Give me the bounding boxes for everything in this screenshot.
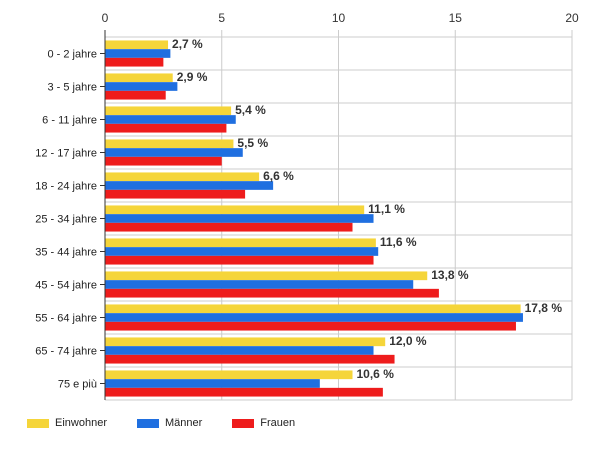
bar-frauen (105, 255, 374, 265)
bar-frauen (105, 222, 353, 232)
bar-frauen (105, 387, 383, 397)
bar-mnner (105, 280, 414, 289)
category-label: 12 - 17 jahre (35, 148, 97, 160)
legend-swatch-einwohner (27, 418, 49, 428)
bar-mnner (105, 181, 274, 190)
bar-frauen (105, 288, 439, 298)
legend-label-frauen: Frauen (260, 417, 296, 429)
data-label: 10,6 % (357, 367, 395, 381)
bar-mnner (105, 247, 379, 256)
x-tick-label: 10 (332, 11, 346, 25)
category-label: 65 - 74 jahre (35, 346, 97, 358)
bar-einwohner (105, 370, 353, 380)
category-label: 3 - 5 jahre (47, 82, 97, 94)
bar-mnner (105, 313, 523, 322)
data-label: 6,6 % (263, 169, 294, 183)
category-label: 0 - 2 jahre (47, 49, 97, 61)
category-label: 25 - 34 jahre (35, 214, 97, 226)
category-label: 55 - 64 jahre (35, 313, 97, 325)
bar-frauen (105, 57, 164, 67)
x-tick-label: 20 (565, 11, 579, 25)
bar-mnner (105, 346, 374, 355)
legend-label-einwohner: Einwohner (55, 417, 107, 429)
bar-mnner (105, 214, 374, 223)
data-label: 12,0 % (389, 334, 427, 348)
x-tick-label: 5 (218, 11, 225, 25)
bar-einwohner (105, 172, 260, 182)
data-label: 2,9 % (177, 70, 208, 84)
category-label: 35 - 44 jahre (35, 247, 97, 259)
legend: Einwohner Männer Frauen (27, 417, 325, 429)
x-tick-label: 0 (102, 11, 109, 25)
data-label: 11,1 % (368, 202, 405, 216)
category-label: 75 e più (58, 379, 97, 391)
legend-swatch-maenner (136, 418, 159, 428)
bar-einwohner (105, 40, 169, 50)
data-label: 11,6 % (380, 235, 417, 249)
data-label: 17,8 % (525, 301, 563, 315)
bar-einwohner (105, 238, 376, 248)
bar-einwohner (105, 205, 365, 215)
bar-frauen (105, 321, 516, 331)
bar-frauen (105, 354, 395, 364)
legend-label-maenner: Männer (164, 417, 203, 429)
bar-mnner (105, 115, 236, 124)
bar-einwohner (105, 139, 234, 149)
bar-einwohner (105, 73, 173, 83)
x-tick-label: 15 (449, 11, 463, 25)
data-label: 2,7 % (172, 37, 203, 51)
bar-frauen (105, 156, 222, 166)
bar-einwohner (105, 106, 232, 116)
legend-item-einwohner: Einwohner (27, 417, 107, 429)
legend-swatch-frauen (232, 418, 255, 428)
data-label: 5,4 % (235, 103, 266, 117)
category-label: 6 - 11 jahre (42, 115, 97, 127)
bar-einwohner (105, 337, 386, 347)
bar-frauen (105, 189, 246, 199)
bar-einwohner (105, 304, 521, 314)
bar-frauen (105, 90, 166, 100)
data-label: 5,5 % (237, 136, 268, 150)
bar-mnner (105, 49, 171, 58)
category-label: 45 - 54 jahre (35, 280, 97, 292)
bar-mnner (105, 82, 178, 91)
legend-item-maenner: Männer (136, 417, 203, 429)
category-label: 18 - 24 jahre (35, 181, 97, 193)
bar-mnner (105, 148, 243, 157)
bar-mnner (105, 379, 320, 388)
bar-einwohner (105, 271, 428, 281)
bar-frauen (105, 123, 227, 133)
legend-item-frauen: Frauen (232, 417, 295, 429)
data-label: 13,8 % (431, 268, 469, 282)
